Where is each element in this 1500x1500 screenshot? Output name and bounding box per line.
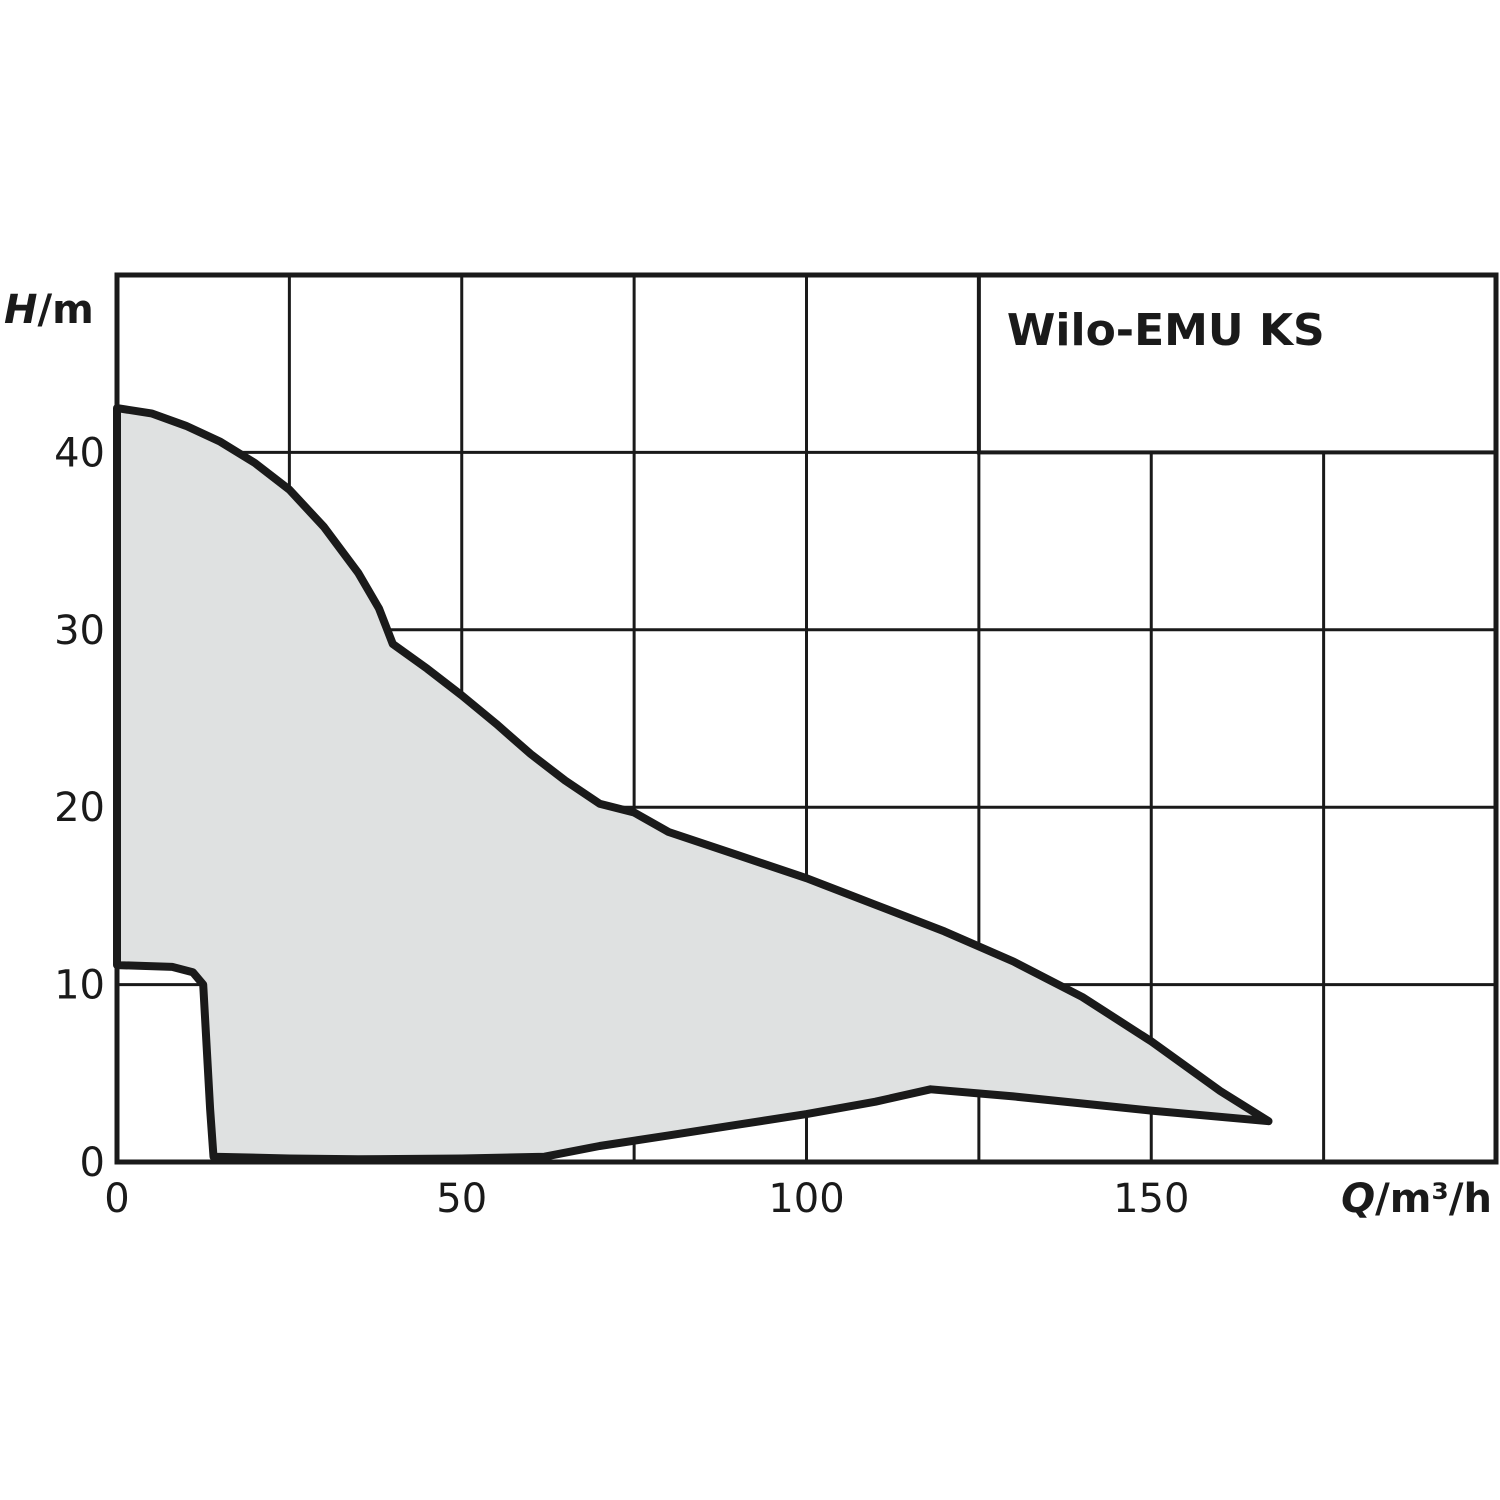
x-tick-label: 50 bbox=[436, 1176, 487, 1222]
y-tick-label: 20 bbox=[54, 785, 105, 831]
y-tick-label: 10 bbox=[54, 963, 105, 1009]
title-box-frame bbox=[976, 273, 1498, 455]
x-tick-labels: 0 50 100 150 bbox=[104, 1176, 1189, 1222]
y-tick-label: 30 bbox=[54, 608, 105, 654]
y-tick-label: 40 bbox=[54, 430, 105, 476]
x-axis-variable: Q bbox=[1341, 1176, 1375, 1222]
y-axis-unit: /m bbox=[37, 287, 93, 333]
x-tick-label: 150 bbox=[1113, 1176, 1189, 1222]
y-axis-variable: H bbox=[4, 287, 37, 333]
y-axis-label: H/m bbox=[4, 287, 94, 333]
title-box: Wilo-EMU KS bbox=[976, 273, 1498, 455]
x-axis-unit: /m³/h bbox=[1375, 1176, 1492, 1222]
chart-title: Wilo-EMU KS bbox=[1007, 305, 1325, 356]
x-tick-label: 100 bbox=[768, 1176, 844, 1222]
grid bbox=[117, 275, 1496, 1162]
y-tick-labels: 0 10 20 30 40 bbox=[54, 430, 105, 1186]
y-tick-label: 0 bbox=[80, 1140, 105, 1186]
plot-frame bbox=[114, 272, 1499, 1165]
x-axis-label: Q/m³/h bbox=[1341, 1176, 1492, 1222]
performance-envelope bbox=[113, 404, 1273, 1164]
x-tick-label: 0 bbox=[104, 1176, 129, 1222]
